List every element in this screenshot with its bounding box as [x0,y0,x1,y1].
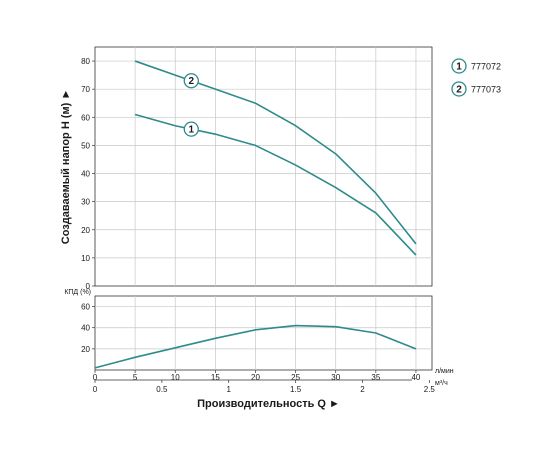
lpm-tick-label: 25 [291,373,300,382]
m3h-tick-label: 0 [93,385,98,394]
head-ytick-label: 40 [81,170,90,179]
head-series-2-line [134,60,417,245]
head-ytick-label: 20 [81,226,90,235]
efficiency-y-axis-title: КПД (%) [64,289,91,296]
legend-marker-1-number: 1 [456,62,462,73]
head-ytick-label: 80 [81,57,90,66]
head-series-1-line [134,113,417,256]
lpm-tick-label: 35 [371,373,380,382]
m3h-tick-label: 1.5 [290,385,302,394]
lpm-tick-label: 15 [211,373,220,382]
head-frame [94,46,433,287]
head-ytick-label: 50 [81,141,90,150]
curve-marker-1-circle [183,121,199,137]
head-ytick-label: 60 [81,113,90,122]
m3h-tick-label: 2 [360,385,365,394]
lpm-tick-label: 20 [251,373,260,382]
legend-marker-1-circle [451,58,467,74]
axis-titles: Производительность Q ► Создаваемый напор … [60,89,340,410]
curve-marker-2-label: 2 [189,76,195,87]
head-ytick-label: 70 [81,85,90,94]
eff-ytick-label: 40 [81,324,90,333]
lpm-tick-label: 40 [411,373,420,382]
m3h-tick-label: 2.5 [424,385,436,394]
eff-ytick-label: 20 [81,345,90,354]
eff-ytick-label: 60 [81,303,90,312]
legend-marker-2-circle [451,81,467,97]
lpm-unit-label: л/мин [435,368,454,375]
curve-marker-1-label: 1 [189,125,195,136]
head-y-axis-title: Создаваемый напор H (м) ► [60,89,72,244]
m3h-tick-label: 0.5 [156,385,168,394]
head-ytick-label: 10 [81,254,90,263]
curve-marker-2-circle [183,73,199,89]
head-ytick-label: 0 [86,282,91,291]
eff-series-1-line [94,324,417,369]
m3h-tick-label: 1 [227,385,232,394]
eff-frame [94,295,433,371]
lpm-tick-label: 10 [171,373,180,382]
m3h-unit-label: м³/ч [435,380,448,387]
legend-marker-2-number: 2 [456,85,462,96]
head-ytick-label: 30 [81,198,90,207]
head-chart-panel: 0 10 20 30 40 50 60 70 80 1 2 [81,46,433,291]
legend-entry-2-label: 777073 [471,85,501,95]
lpm-tick-label: 30 [331,373,340,382]
efficiency-chart-panel: 20 40 60 [81,295,433,371]
x-axis-title: Производительность Q ► [197,398,340,410]
lpm-tick-label: 0 [93,373,98,382]
x-axis-group: 0 5 10 15 20 25 30 35 40 л/мин 0 0.5 1 1.5 2 2.5м³/ч [93,368,454,394]
lpm-tick-label: 5 [133,373,138,382]
legend: 1 777072 2 777073 [451,58,501,97]
legend-entry-1-label: 777072 [471,62,501,72]
